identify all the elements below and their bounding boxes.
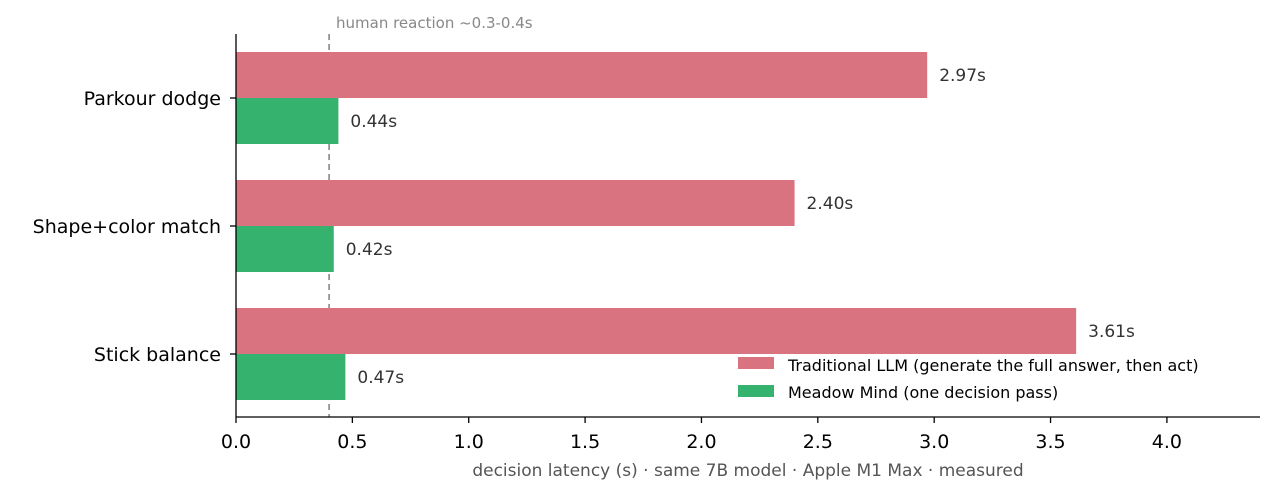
value-label-meadow-mind-shape-color-match: 0.42s <box>346 240 393 260</box>
x-tick-label-8: 4.0 <box>1152 431 1182 453</box>
bar-meadow-mind-stick-balance <box>236 354 346 400</box>
x-tick-label-4: 2.0 <box>686 431 716 453</box>
x-tick-label-2: 1.0 <box>454 431 484 453</box>
value-label-traditional-llm-shape-color-match: 2.40s <box>807 194 854 214</box>
bar-traditional-llm-parkour-dodge <box>236 52 928 98</box>
value-label-meadow-mind-stick-balance: 0.47s <box>357 368 404 388</box>
x-tick-label-5: 2.5 <box>803 431 833 453</box>
x-tick-label-6: 3.0 <box>919 431 949 453</box>
category-label-parkour-dodge: Parkour dodge <box>84 88 221 110</box>
x-tick-label-1: 0.5 <box>337 431 367 453</box>
x-axis-label: decision latency (s) · same 7B model · A… <box>472 461 1023 481</box>
x-tick-label-7: 3.5 <box>1035 431 1065 453</box>
bar-meadow-mind-parkour-dodge <box>236 98 339 144</box>
legend-label-meadow-mind: Meadow Mind (one decision pass) <box>788 383 1058 402</box>
value-label-traditional-llm-stick-balance: 3.61s <box>1088 322 1135 342</box>
value-label-traditional-llm-parkour-dodge: 2.97s <box>939 66 986 86</box>
x-tick-label-0: 0.0 <box>221 431 251 453</box>
bar-traditional-llm-shape-color-match <box>236 180 795 226</box>
legend-swatch-traditional-llm <box>738 357 774 369</box>
x-tick-label-3: 1.5 <box>570 431 600 453</box>
category-label-shape-color-match: Shape+color match <box>33 216 221 238</box>
category-label-stick-balance: Stick balance <box>94 344 221 366</box>
value-label-meadow-mind-parkour-dodge: 0.44s <box>350 112 397 132</box>
bar-traditional-llm-stick-balance <box>236 308 1077 354</box>
legend-swatch-meadow-mind <box>738 385 774 397</box>
reference-line-label: human reaction ~0.3-0.4s <box>336 14 533 32</box>
legend-label-traditional-llm: Traditional LLM (generate the full answe… <box>787 356 1199 375</box>
legend: Traditional LLM (generate the full answe… <box>738 356 1199 402</box>
bar-meadow-mind-shape-color-match <box>236 226 334 272</box>
